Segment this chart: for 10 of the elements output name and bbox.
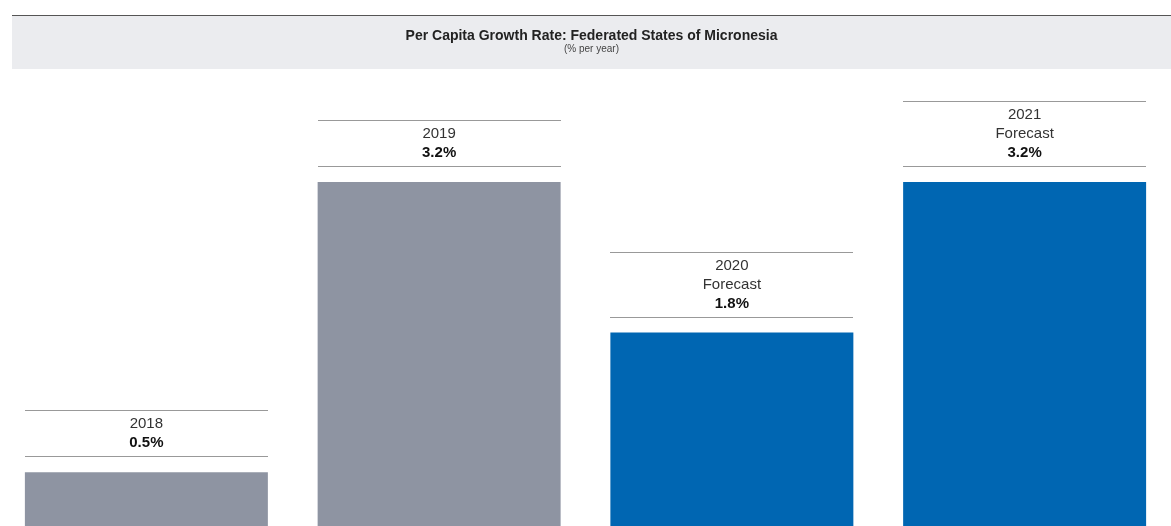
x-tick-label: 2018 — [129, 414, 164, 432]
chart-title: Per Capita Growth Rate: Federated States of Micronesia — [404, 27, 779, 43]
data-label: 3.2% — [422, 143, 457, 161]
x-tick-label: 2021 Forecast — [995, 105, 1055, 142]
data-label: 0.5% — [129, 433, 164, 451]
chart-subtitle: (% per year) — [563, 43, 620, 54]
x-tick-label: 2019 — [422, 124, 456, 142]
data-label: 3.2% — [1007, 143, 1042, 161]
x-tick-label: 2020 Forecast — [702, 255, 762, 292]
data-label: 1.8% — [714, 293, 749, 311]
